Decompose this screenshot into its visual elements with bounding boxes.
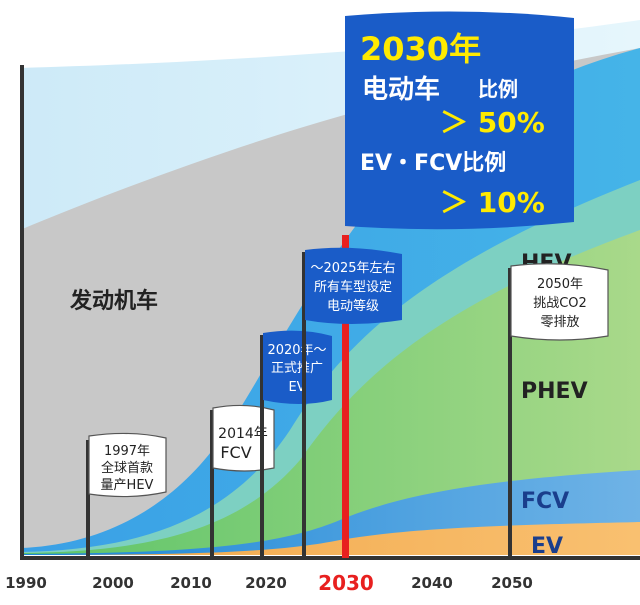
flag-line: 全球首款 [101, 460, 153, 476]
flag-line: 挑战CO2 [533, 296, 587, 311]
milestone-2020: 2020年～ 正式推广 EV [260, 330, 332, 558]
flag-line: 零排放 [540, 315, 579, 330]
banner-line1-b: 比例 [478, 77, 518, 101]
x-tick-2000: 2000 [92, 574, 134, 592]
x-tick-1990: 1990 [5, 574, 47, 592]
flag-line: 2050年 [537, 277, 583, 292]
flag-pole [302, 252, 306, 558]
area-ev [20, 522, 640, 555]
flag-line: 电动等级 [327, 298, 379, 314]
flag-line: 量产HEV [101, 478, 154, 493]
flag-pole [260, 335, 264, 558]
flag-line: 所有车型设定 [314, 279, 392, 295]
series-label-ev: EV [531, 534, 563, 559]
x-tick-labels: 1990 2000 2010 2020 2030 2040 2050 [5, 571, 533, 595]
milestone-2050: 2050年 挑战CO2 零排放 [508, 263, 609, 558]
banner-line3: EV・FCV比例 [360, 151, 506, 176]
flag [88, 432, 167, 498]
x-tick-2050: 2050 [491, 574, 533, 592]
flag [212, 404, 275, 472]
flag-line: 2014年 [218, 426, 268, 442]
x-tick-2010: 2010 [170, 574, 212, 592]
x-tick-2030: 2030 [318, 571, 374, 595]
flag-line: ～2025年左右 [310, 261, 395, 276]
flag-pole [86, 440, 90, 558]
flag-line: FCV [220, 443, 251, 462]
banner-line2: ＞ 50% [440, 106, 545, 139]
milestone-1997: 1997年 全球首款 量产HEV [86, 432, 167, 558]
banner-title: 2030年 [360, 30, 481, 68]
flag-pole [508, 268, 512, 558]
series-label-engine: 发动机车 [69, 288, 158, 314]
banner-2030: 2030年 电动车 比例 ＞ 50% EV・FCV比例 ＞ 10% [345, 11, 574, 230]
highlight-line-2030 [342, 235, 349, 558]
series-label-fcv: FCV [521, 489, 569, 514]
flag [263, 330, 332, 404]
x-tick-2020: 2020 [245, 574, 287, 592]
banner-line4: ＞ 10% [440, 186, 545, 219]
banner-background [345, 11, 574, 230]
flag-line: EV [288, 380, 305, 395]
flag-line: 1997年 [104, 444, 150, 459]
area-phev [20, 230, 640, 555]
flag [510, 263, 609, 341]
x-tick-2040: 2040 [411, 574, 453, 592]
flag-pole [210, 410, 214, 558]
flag [305, 247, 402, 324]
flag-line: 2020年～ [267, 343, 326, 358]
flag-line: 正式推广 [271, 361, 323, 376]
milestone-2014: 2014年 FCV [210, 404, 275, 558]
series-label-phev: PHEV [521, 379, 588, 404]
milestone-2025: ～2025年左右 所有车型设定 电动等级 [302, 247, 402, 558]
banner-line1-a: 电动车 [362, 74, 440, 105]
